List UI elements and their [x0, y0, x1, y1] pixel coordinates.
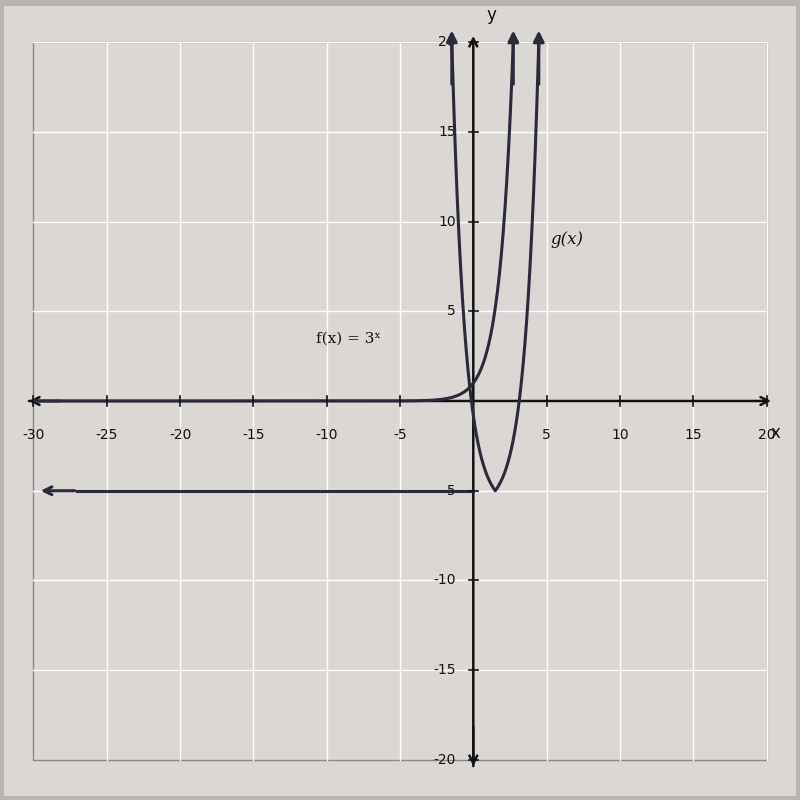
Text: x: x — [771, 424, 781, 442]
Text: 20: 20 — [438, 35, 456, 49]
Text: -25: -25 — [96, 428, 118, 442]
Text: 10: 10 — [611, 428, 629, 442]
Text: -20: -20 — [169, 428, 191, 442]
Text: -20: -20 — [434, 753, 456, 767]
Text: g(x): g(x) — [550, 231, 583, 248]
Text: -5: -5 — [442, 484, 456, 498]
Text: -10: -10 — [434, 574, 456, 587]
Text: -10: -10 — [315, 428, 338, 442]
Text: f(x) = 3ˣ: f(x) = 3ˣ — [316, 331, 381, 345]
Text: 5: 5 — [447, 304, 456, 318]
Text: y: y — [486, 6, 496, 24]
Text: -5: -5 — [393, 428, 407, 442]
Text: -15: -15 — [242, 428, 265, 442]
Text: 15: 15 — [438, 125, 456, 138]
Text: 10: 10 — [438, 214, 456, 229]
Text: 5: 5 — [542, 428, 551, 442]
Text: 15: 15 — [684, 428, 702, 442]
Text: 20: 20 — [758, 428, 775, 442]
Text: -15: -15 — [434, 663, 456, 678]
Text: -30: -30 — [22, 428, 45, 442]
